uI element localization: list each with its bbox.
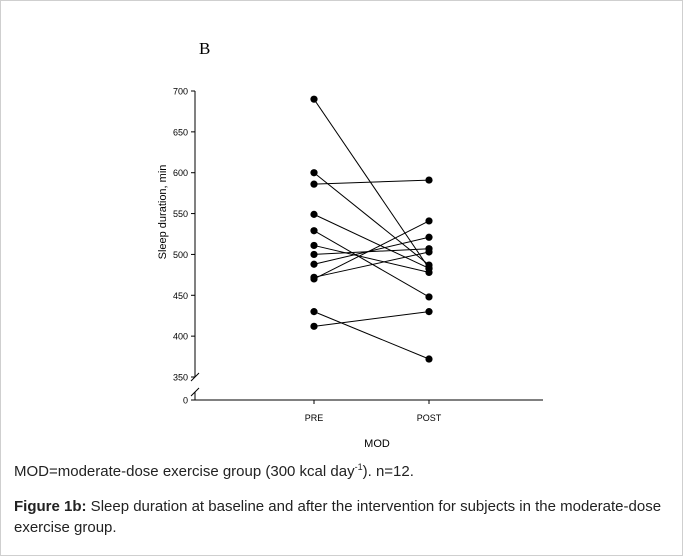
x-axis-label: MOD	[364, 438, 390, 450]
y-tick-label: 350	[173, 373, 188, 383]
y-tick-label: 400	[173, 332, 188, 342]
subject-line	[313, 179, 430, 185]
data-point	[310, 95, 318, 103]
data-point	[310, 241, 318, 250]
subject-line	[313, 213, 430, 269]
series-points	[310, 95, 433, 363]
data-point	[310, 169, 318, 177]
data-point	[425, 355, 433, 363]
caption-label: Figure 1b:	[14, 498, 87, 515]
data-point	[310, 227, 318, 235]
data-point	[425, 308, 433, 316]
data-point	[425, 248, 433, 256]
y-tick-label: 700	[173, 87, 188, 97]
data-point	[425, 176, 433, 184]
figure-caption: Figure 1b: Sleep duration at baseline an…	[14, 496, 664, 538]
data-point	[310, 210, 318, 218]
subject-line	[313, 311, 430, 327]
y-ticks: 0 350 400 450 500 550 600 650 700 PRE POST	[173, 87, 442, 424]
data-point	[310, 260, 318, 268]
figure-note: MOD=moderate-dose exercise group (300 kc…	[14, 462, 414, 480]
data-point	[310, 275, 318, 283]
axis-break-mark	[190, 387, 200, 397]
y-tick-label: 0	[183, 396, 188, 406]
data-point	[425, 293, 433, 301]
panel-letter: B	[199, 39, 211, 58]
y-tick-label: 500	[173, 250, 188, 260]
data-point	[310, 180, 318, 188]
data-point	[310, 322, 318, 330]
note-text-before: MOD=moderate-dose exercise group (300 kc…	[14, 463, 355, 480]
y-tick-label: 650	[173, 127, 188, 137]
subject-line	[313, 248, 430, 255]
data-point	[425, 233, 433, 241]
chart-axes	[190, 91, 543, 401]
y-tick-label: 600	[173, 168, 188, 178]
note-text-after: ). n=12.	[362, 463, 414, 480]
sleep-duration-chart: 0 350 400 450 500 550 600 650 700 PRE POST Sleep d…	[157, 87, 543, 450]
subject-line	[313, 244, 430, 273]
caption-text: Sleep duration at baseline and after the…	[14, 498, 662, 536]
data-point	[425, 268, 433, 277]
y-tick-label: 450	[173, 291, 188, 301]
subject-line	[313, 230, 430, 298]
subject-line	[313, 220, 430, 280]
series-lines	[313, 98, 430, 360]
y-axis-label: Sleep duration, min	[157, 165, 169, 260]
x-tick-label: POST	[417, 413, 442, 423]
data-point	[310, 308, 318, 316]
data-point	[425, 217, 433, 225]
subject-line	[313, 251, 430, 278]
y-tick-label: 550	[173, 209, 188, 219]
data-point	[310, 250, 318, 259]
note-superscript: -1	[354, 462, 363, 472]
subject-line	[313, 98, 430, 269]
x-tick-label: PRE	[305, 413, 324, 423]
subject-line	[313, 311, 430, 360]
subject-line	[313, 236, 430, 265]
